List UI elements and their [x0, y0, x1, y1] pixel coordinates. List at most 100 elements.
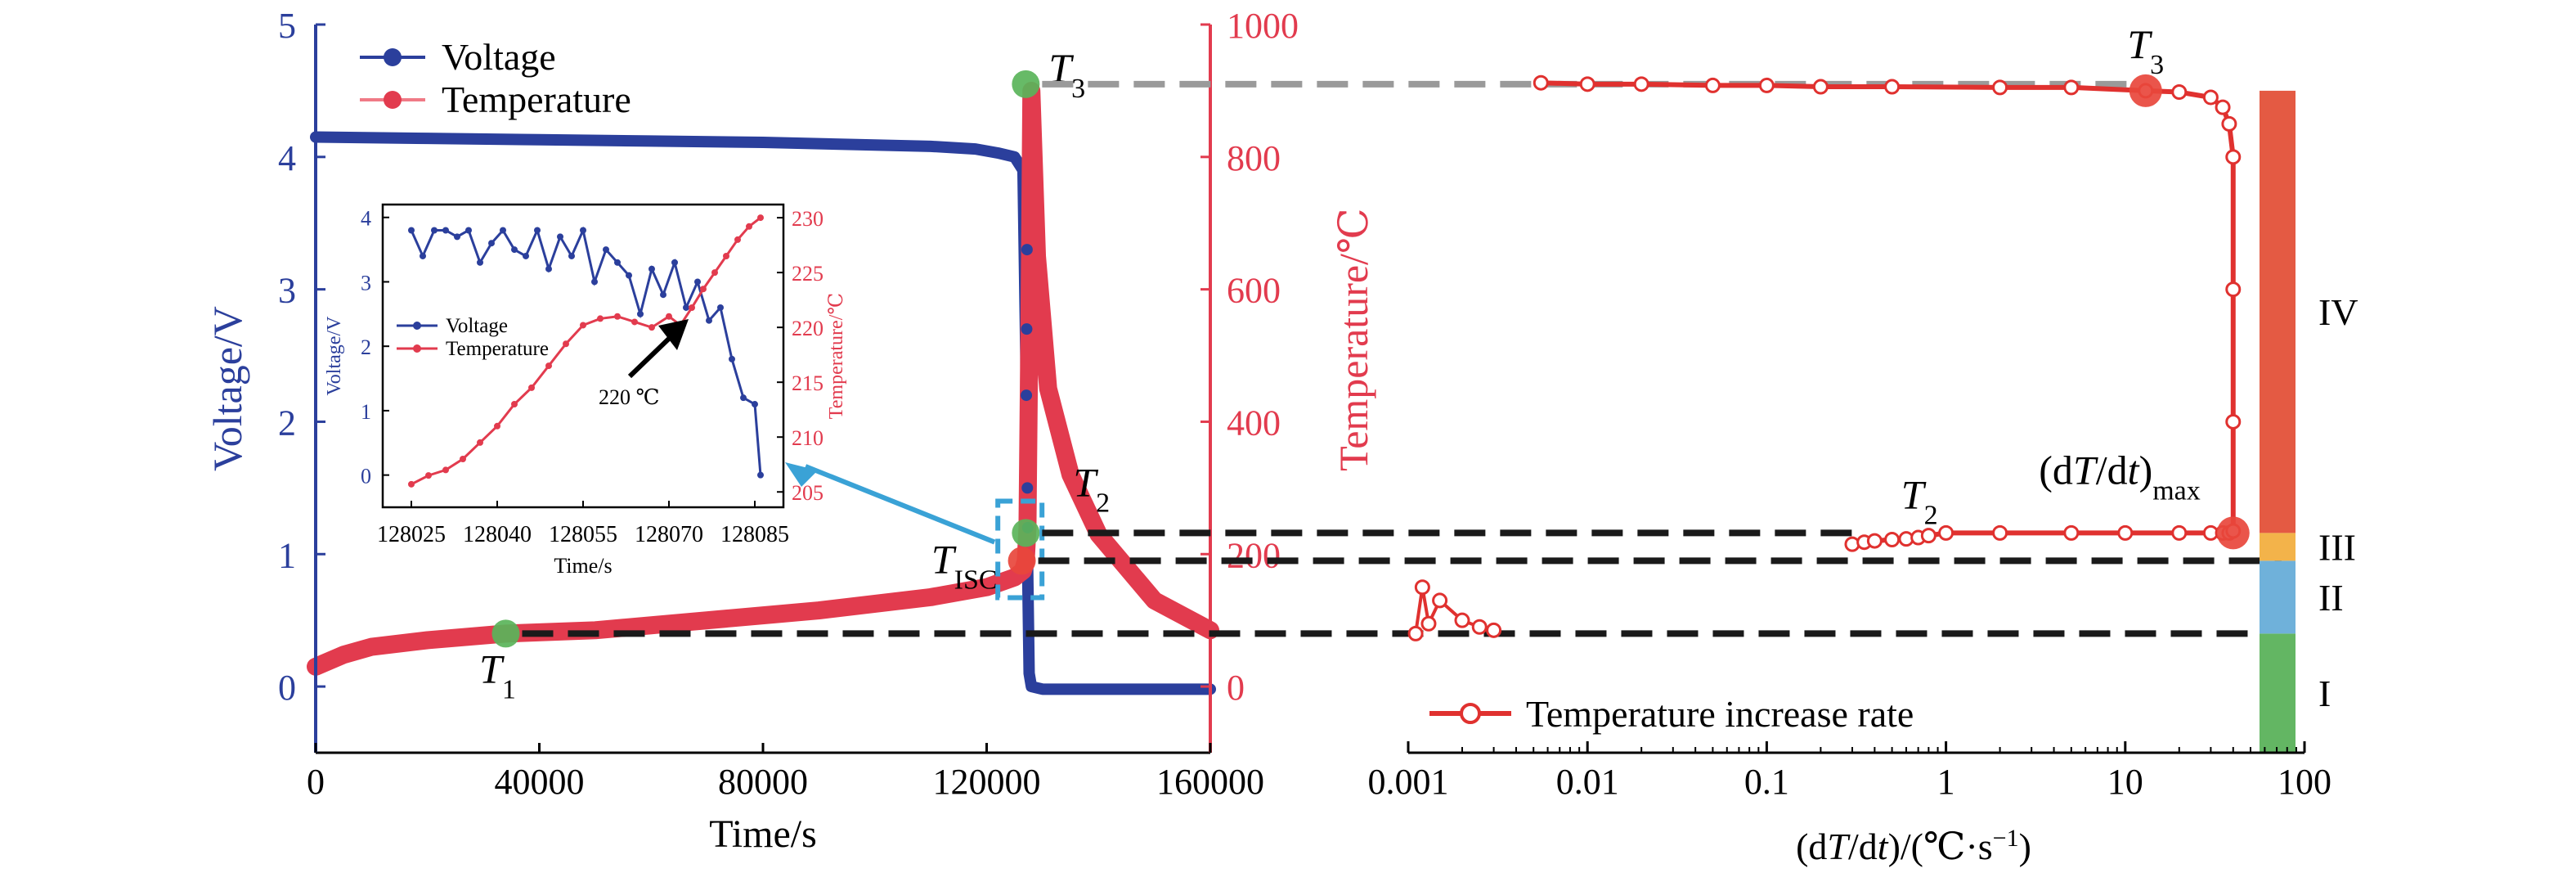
rate-point [1812, 79, 1829, 95]
inset-temperature-point [648, 324, 655, 331]
inset-y-left-tick-label: 1 [361, 400, 371, 424]
rate-point [2202, 89, 2219, 106]
inset-temperature-point [563, 340, 569, 348]
x-tick-label: 120000 [933, 762, 1041, 802]
inset-voltage-point [660, 291, 666, 299]
inset-x-tick-label: 128040 [463, 522, 532, 547]
rate-x-tick-label: 0.01 [1556, 762, 1619, 802]
inset-x-axis-title: Time/s [554, 554, 612, 578]
rate-point [2221, 115, 2237, 132]
inset-y-right-tick-label: 210 [792, 426, 824, 450]
y-right-tick-label: 200 [1227, 535, 1281, 575]
y-right-tick-label: 800 [1227, 138, 1281, 178]
inset-series-temperature [411, 216, 761, 486]
legend-temperature-label: Temperature [442, 79, 631, 120]
inset-voltage-point [500, 227, 506, 234]
rate-point [1938, 524, 1954, 541]
stage-label-III: III [2318, 526, 2356, 568]
y-left-tick-label: 4 [278, 138, 296, 178]
inset-temperature-point [723, 253, 729, 260]
inset-y-right-tick-label: 215 [792, 371, 824, 395]
inset-y-left-tick-label: 4 [361, 207, 371, 231]
legend-temperature-marker [384, 91, 402, 109]
inset-voltage-point [706, 317, 712, 324]
inset-y-axis-title-left: Voltage/V [324, 316, 345, 396]
inset-temperature-point [580, 322, 586, 329]
stage-bar-I [2260, 633, 2296, 753]
inset-y-axis-title-right: Temperature/℃ [826, 293, 847, 419]
inset-temperature-point [689, 304, 695, 312]
stage-bar-IV [2260, 90, 2296, 533]
inset-temperature-point [734, 236, 741, 243]
rate-marker-3 [2129, 74, 2162, 107]
rate-legend: Temperature increase rate [1429, 693, 1914, 735]
inset-voltage-point [603, 246, 609, 254]
label-T3: T3 [1048, 45, 1085, 104]
rate-point [2063, 79, 2080, 96]
inset-temperature-point [597, 315, 604, 322]
inset-x-tick-label: 128070 [635, 522, 703, 547]
series-voltage-line [310, 131, 1216, 695]
inset-y-right-tick-label: 230 [792, 207, 824, 231]
inset-temperature-point [631, 318, 638, 326]
inset-voltage-point [614, 259, 621, 266]
rate-label-dTdt-max: (dT/dt)max [2039, 447, 2200, 506]
rate-point [2225, 281, 2242, 298]
x-axis-title: Time/s [709, 812, 817, 856]
rate-point [2117, 524, 2134, 541]
marker-T2 [1012, 519, 1040, 547]
rate-point [1884, 531, 1901, 547]
inset-temperature-point [545, 362, 552, 370]
rate-point [2171, 524, 2188, 541]
y-right-tick-label: 600 [1227, 271, 1281, 311]
inset-voltage-point [488, 240, 495, 247]
inset-frame [381, 203, 785, 509]
inset-x-tick-label: 128025 [377, 522, 446, 547]
zoom-arrow [785, 462, 996, 545]
inset-annotation-arrow-shaft [627, 333, 675, 379]
marker-TISC [1008, 547, 1036, 575]
rate-point [1992, 79, 2008, 96]
inset-y-right-tick-label: 220 [792, 317, 824, 340]
inset-voltage-point [523, 252, 529, 259]
label-T1: T1 [479, 646, 516, 704]
legend-voltage-label: Voltage [442, 36, 556, 78]
y-axis-title-right: Temperature/℃ [1331, 208, 1376, 471]
inset-temperature-point [408, 480, 415, 488]
marker-T3 [1012, 70, 1040, 98]
inset-voltage-point [683, 304, 689, 311]
rate-point [1579, 76, 1595, 92]
inset-annotation: 220 ℃ [599, 319, 689, 409]
rate-point [1407, 625, 1424, 641]
inset-voltage-point [694, 278, 701, 286]
zoom-box [995, 498, 1045, 601]
rate-point [2063, 524, 2080, 541]
inset-temperature-point [666, 313, 672, 320]
inset-voltage-point [477, 259, 483, 266]
zoom-arrow-shaft [804, 464, 996, 545]
inset-temperature-point [460, 456, 466, 463]
inset-y-right-tick-label: 205 [792, 481, 824, 505]
inset-voltage-point [648, 265, 655, 272]
rate-point [1920, 528, 1936, 544]
inset-temperature-point [425, 472, 432, 479]
rate-point [1884, 79, 1901, 95]
inset-x-tick-label: 128085 [720, 522, 789, 547]
inset-voltage-point [511, 246, 518, 254]
inset-voltage-point [591, 278, 598, 286]
x-tick-label: 80000 [718, 762, 808, 802]
rate-x-tick-label: 0.001 [1368, 762, 1449, 802]
inset-temperature-point [746, 223, 752, 230]
stage-label-IV: IV [2318, 291, 2358, 333]
inset-voltage-point [757, 471, 764, 479]
rate-point [1414, 579, 1430, 596]
rate-point [1633, 76, 1649, 92]
inset-voltage-point [442, 227, 449, 234]
inset-temperature-point [477, 439, 483, 446]
inset-voltage-point [408, 227, 415, 234]
rate-label-T3: T3 [2127, 21, 2164, 80]
rate-point [1432, 592, 1448, 609]
label-T2: T2 [1073, 459, 1110, 518]
